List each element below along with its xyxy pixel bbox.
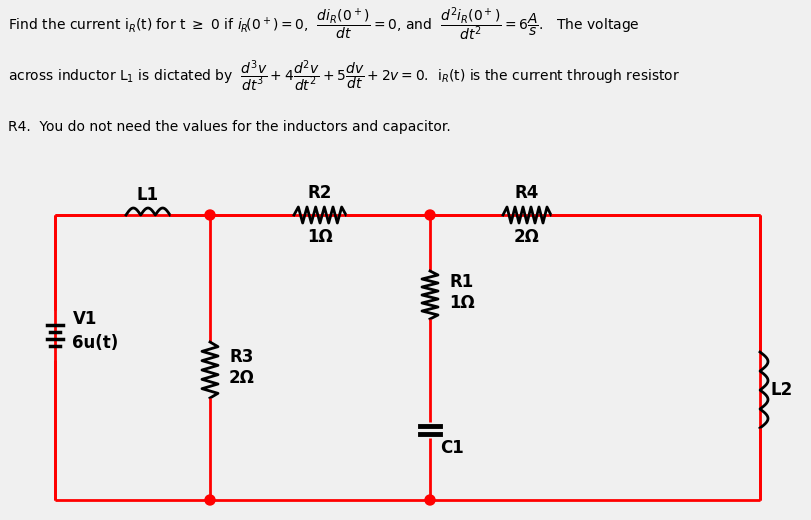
Text: C1: C1 — [440, 439, 464, 457]
Text: 1Ω: 1Ω — [449, 294, 475, 312]
Text: 6u(t): 6u(t) — [72, 334, 118, 352]
Text: 1Ω: 1Ω — [307, 228, 333, 246]
Circle shape — [425, 210, 435, 220]
Text: Find the current i$_R$(t) for t $\geq$ 0 if $i_R\!\left(0^+\right)=0$,  $\dfrac{: Find the current i$_R$(t) for t $\geq$ 0… — [8, 5, 640, 43]
Text: V1: V1 — [73, 310, 97, 328]
Text: L2: L2 — [771, 381, 793, 399]
Circle shape — [425, 495, 435, 505]
Text: L1: L1 — [137, 186, 159, 204]
Text: R3: R3 — [230, 348, 254, 366]
Text: 2Ω: 2Ω — [514, 228, 540, 246]
Text: 2Ω: 2Ω — [229, 369, 255, 387]
Text: across inductor L$_1$ is dictated by  $\dfrac{d^3v}{dt^3}+4\dfrac{d^2v}{dt^2}+5\: across inductor L$_1$ is dictated by $\d… — [8, 58, 680, 94]
Text: R2: R2 — [308, 184, 333, 202]
Text: R4.  You do not need the values for the inductors and capacitor.: R4. You do not need the values for the i… — [8, 120, 451, 134]
Text: R4: R4 — [515, 184, 539, 202]
Text: R1: R1 — [450, 273, 474, 291]
Circle shape — [205, 210, 215, 220]
Circle shape — [205, 495, 215, 505]
